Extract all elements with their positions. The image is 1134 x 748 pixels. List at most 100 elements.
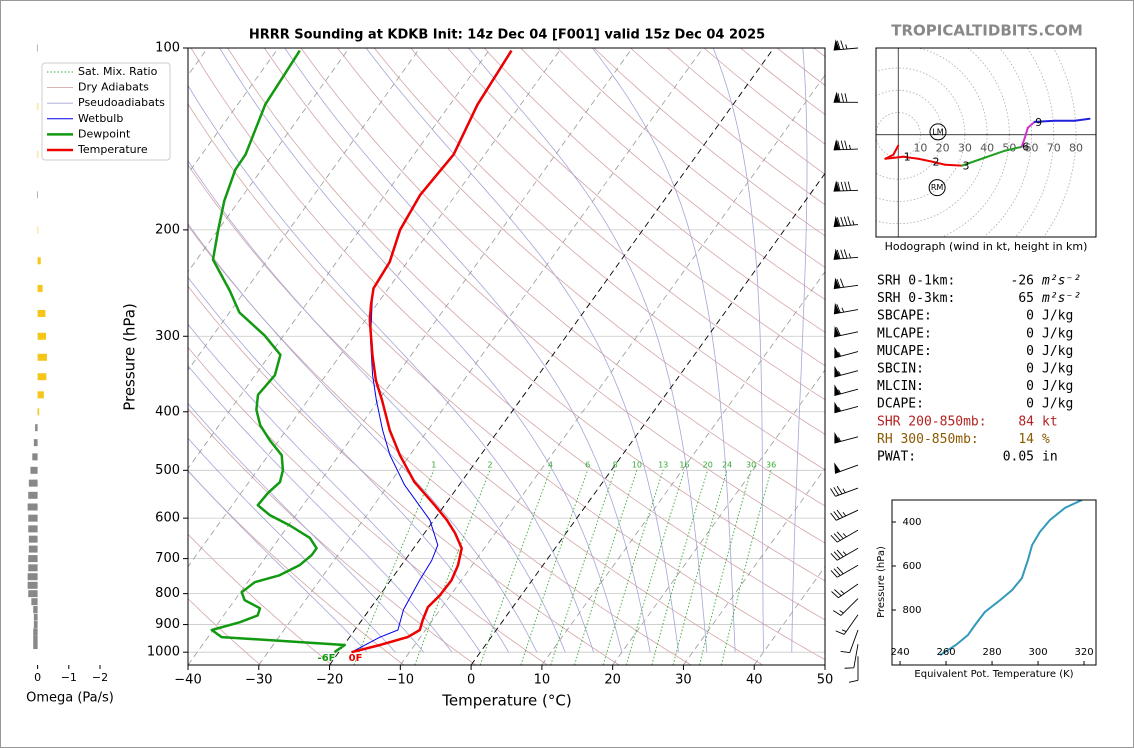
- mixing-ratio-line: [625, 469, 685, 665]
- omega-bar: [33, 628, 38, 636]
- theta-y-label: Pressure (hPa): [876, 546, 887, 618]
- hodograph-segment: [1023, 126, 1029, 139]
- dry-adiabat: [188, 598, 261, 665]
- skewt-background: 1 2 4 6 8 10 13 16 20 24 30 36: [188, 48, 825, 665]
- wind-barb: [833, 302, 859, 315]
- omega-bar: [28, 525, 38, 533]
- stat-unit: m²s⁻²: [1041, 274, 1081, 289]
- legend-label: Wetbulb: [78, 112, 123, 125]
- wind-barb: [834, 325, 859, 338]
- mixing-ratio-label: 6: [585, 461, 590, 470]
- omega-bar: [28, 491, 38, 499]
- stat-label: MUCAPE:: [877, 344, 932, 359]
- hodograph-ring-label: 40: [980, 142, 994, 155]
- stat-label: MLCIN:: [877, 379, 924, 394]
- dry-adiabat: [263, 48, 825, 544]
- pseudoadiabat: [188, 323, 481, 653]
- y-tick-label: 800: [155, 586, 180, 601]
- theta-x-tick-label: 240: [891, 647, 910, 658]
- wind-barb: [833, 277, 859, 290]
- wind-barb: [834, 401, 859, 414]
- x-tick-label: 30: [675, 673, 692, 688]
- omega-bar: [28, 564, 38, 572]
- x-tick-label: −20: [316, 673, 343, 688]
- mixing-ratio-label: 8: [613, 461, 618, 470]
- hodograph-segment: [884, 155, 905, 160]
- stat-unit: J/kg: [1042, 344, 1073, 359]
- isotherm: [188, 48, 421, 371]
- chart-title: HRRR Sounding at KDKB Init: 14z Dec 04 […: [249, 28, 765, 43]
- theta-y-tick-label: 600: [902, 561, 921, 572]
- isotherm: [188, 48, 562, 568]
- profile-dewpoint: [210, 49, 346, 654]
- y-tick-label: 400: [155, 404, 180, 419]
- pseudoadiabat: [592, 48, 736, 653]
- highlighted-isotherm: [470, 172, 825, 665]
- hodograph-segment: [902, 155, 920, 160]
- stat-unit: J/kg: [1042, 326, 1073, 341]
- stat-unit: m²s⁻²: [1041, 291, 1081, 306]
- stat-value: 0: [1026, 362, 1034, 377]
- omega-bar: [31, 598, 38, 606]
- stat-unit: J/kg: [1042, 397, 1073, 412]
- omega-bar: [37, 332, 47, 340]
- theta-plot: [939, 500, 1083, 656]
- hodograph-segment: [1033, 119, 1056, 123]
- pseudoadiabat: [712, 48, 764, 653]
- hodograph-segment: [892, 144, 900, 156]
- mixing-ratio-line: [414, 469, 491, 665]
- mixing-ratio-line: [602, 469, 664, 665]
- omega-bar: [36, 44, 38, 52]
- dry-adiabat: [520, 48, 825, 300]
- stat-label: SHR 200-850mb:: [877, 414, 987, 429]
- x-tick-label: 40: [746, 673, 763, 688]
- x-tick-label: −30: [245, 673, 272, 688]
- profile-temperature: [351, 49, 513, 654]
- stat-label: PWAT:: [877, 450, 916, 465]
- omega-bar: [37, 373, 47, 381]
- mixing-ratio-line: [672, 469, 728, 665]
- mixing-ratio-line: [651, 469, 709, 665]
- storm-motion-label: LM: [932, 127, 943, 136]
- omega-bar: [37, 103, 39, 111]
- omega-bar: [28, 555, 38, 563]
- x-tick-label: −10: [387, 673, 414, 688]
- stat-value: 0: [1026, 379, 1034, 394]
- stat-unit: J/kg: [1042, 379, 1073, 394]
- hodograph-segment: [983, 149, 1006, 159]
- legend-label: Dewpoint: [78, 127, 131, 140]
- wind-barb: [835, 614, 859, 635]
- dry-adiabat: [190, 48, 825, 621]
- isotherm: [188, 48, 279, 175]
- mixing-ratio-label: 13: [658, 461, 668, 470]
- omega-bar: [27, 573, 38, 581]
- omega-bar: [28, 545, 38, 553]
- omega-bar: [27, 581, 38, 589]
- stat-label: RH 300-850mb:: [877, 432, 979, 447]
- hodograph-segment: [1026, 120, 1036, 129]
- mixing-ratio-label: 20: [703, 461, 713, 470]
- pseudoadiabat: [188, 469, 368, 653]
- theta-e-line: [939, 500, 1083, 656]
- mixing-ratio-label: 1: [431, 461, 436, 470]
- height-label: 6: [1022, 141, 1029, 154]
- y-tick-label: 600: [155, 511, 180, 526]
- mixing-ratio-label: 30: [746, 461, 756, 470]
- dry-adiabat: [188, 285, 620, 665]
- stat-value: 14: [1018, 432, 1034, 447]
- height-label: 1: [904, 151, 911, 164]
- dry-adiabat: [188, 408, 476, 665]
- isotherm: [400, 74, 825, 665]
- pseudoadiabat: [365, 48, 679, 653]
- omega-bar: [33, 635, 38, 643]
- surface-label: -6F: [318, 653, 336, 664]
- wind-barb: [830, 485, 859, 497]
- y-tick-label: 1000: [147, 645, 180, 660]
- height-label: 3: [963, 160, 970, 173]
- wind-barb: [834, 432, 859, 444]
- dry-adiabat: [337, 48, 825, 471]
- x-tick-label: 20: [604, 673, 621, 688]
- y-tick-label: 900: [155, 617, 180, 632]
